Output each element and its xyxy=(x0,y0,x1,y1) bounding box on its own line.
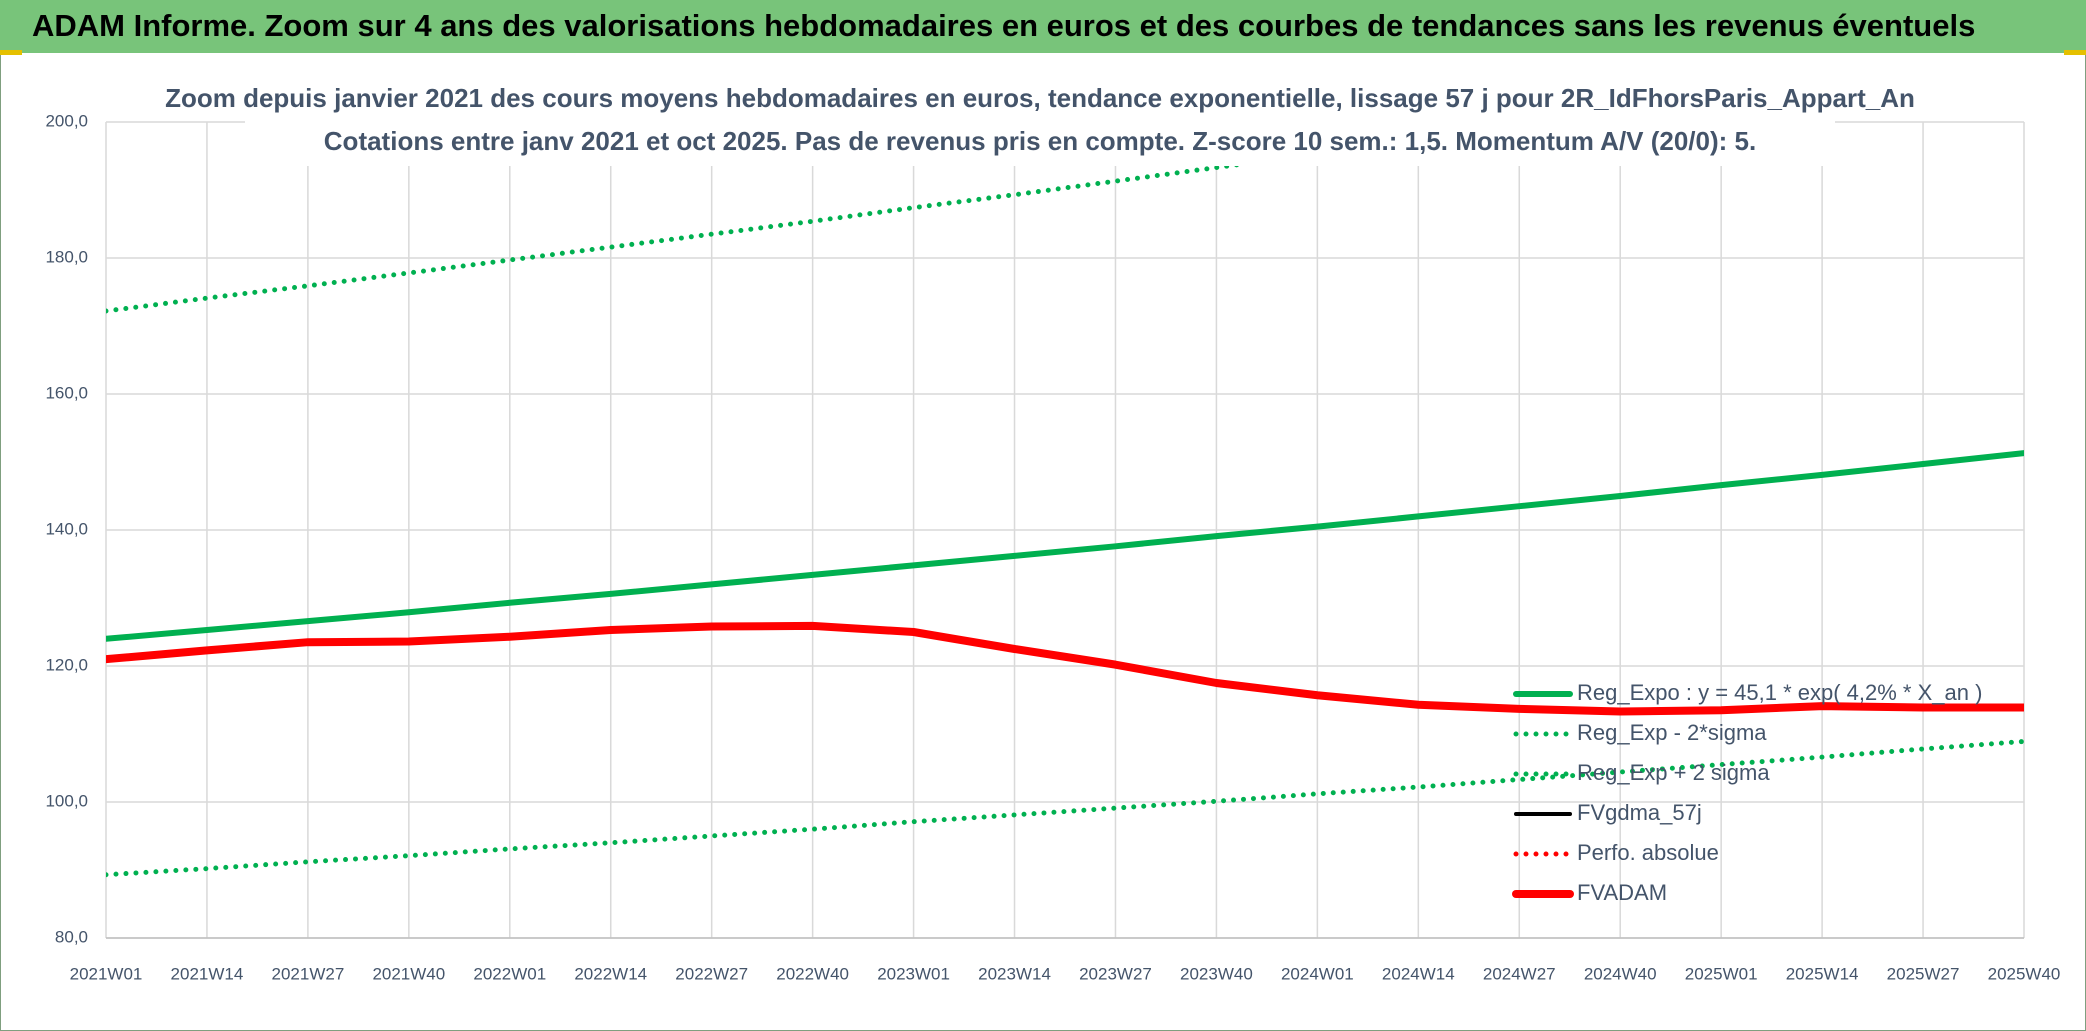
x-tick-label: 2022W01 xyxy=(473,964,546,983)
corner xyxy=(2064,50,2086,55)
x-tick-label: 2024W40 xyxy=(1584,964,1657,983)
x-tick-label: 2021W27 xyxy=(272,964,345,983)
legend-label: FVgdma_57j xyxy=(1577,800,1702,825)
header-bar xyxy=(0,0,2086,53)
series-line xyxy=(106,621,2024,716)
x-tick-label: 2025W01 xyxy=(1685,964,1758,983)
y-tick-label: 200,0 xyxy=(45,111,88,130)
legend-label: Reg_Expo : y = 45,1 * exp( 4,2% * X_an ) xyxy=(1577,680,1982,705)
x-tick-label: 2024W14 xyxy=(1382,964,1455,983)
x-tick-label: 2024W01 xyxy=(1281,964,1354,983)
legend-label: Reg_Exp + 2 sigma xyxy=(1577,760,1770,785)
x-tick-label: 2021W40 xyxy=(372,964,445,983)
x-tick-label: 2025W14 xyxy=(1786,964,1859,983)
legend: Reg_Expo : y = 45,1 * exp( 4,2% * X_an )… xyxy=(1512,680,1982,905)
x-tick-label: 2022W40 xyxy=(776,964,849,983)
y-tick-label: 140,0 xyxy=(45,519,88,538)
header-title: ADAM Informe. Zoom sur 4 ans des valoris… xyxy=(32,8,1975,43)
title-box xyxy=(245,76,1835,166)
x-tick-label: 2023W27 xyxy=(1079,964,1152,983)
x-tick-label: 2024W27 xyxy=(1483,964,1556,983)
x-tick-label: 2022W27 xyxy=(675,964,748,983)
legend-label: FVADAM xyxy=(1577,880,1667,905)
y-tick-label: 180,0 xyxy=(45,247,88,266)
plot xyxy=(106,122,2024,878)
chart-title: Zoom depuis janvier 2021 des cours moyen… xyxy=(165,83,1915,113)
chart-subtitle: Cotations entre janv 2021 et oct 2025. P… xyxy=(324,126,1756,156)
x-tick-label: 2025W27 xyxy=(1887,964,1960,983)
y-tick-label: 160,0 xyxy=(45,383,88,402)
legend-label: Perfo. absolue xyxy=(1577,840,1719,865)
x-tick-label: 2023W14 xyxy=(978,964,1051,983)
y-tick-label: 100,0 xyxy=(45,791,88,810)
x-tick-label: 2022W14 xyxy=(574,964,647,983)
x-tick-label: 2023W01 xyxy=(877,964,950,983)
legend-label: Reg_Exp - 2*sigma xyxy=(1577,720,1767,745)
series-line xyxy=(106,122,1562,314)
x-tick-label: 2021W01 xyxy=(70,964,143,983)
corner xyxy=(0,50,22,55)
series-line xyxy=(106,450,2024,642)
x-tick-label: 2021W14 xyxy=(171,964,244,983)
y-tick-label: 80,0 xyxy=(55,927,88,946)
x-tick-label: 2025W40 xyxy=(1988,964,2061,983)
y-tick-label: 120,0 xyxy=(45,655,88,674)
x-tick-label: 2023W40 xyxy=(1180,964,1253,983)
series-line xyxy=(106,738,2024,878)
